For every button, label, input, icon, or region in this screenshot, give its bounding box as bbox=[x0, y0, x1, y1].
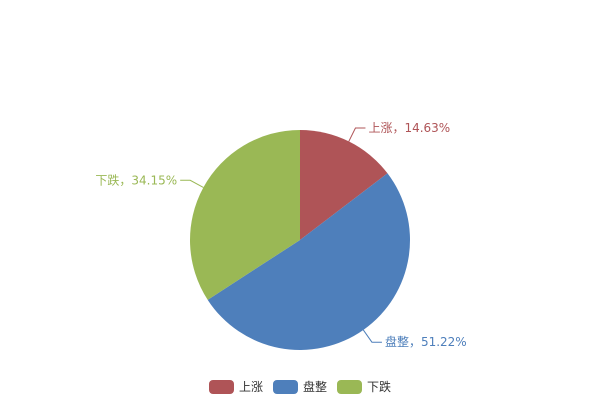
label-line-2 bbox=[180, 179, 204, 188]
legend-swatch-flat bbox=[272, 379, 298, 394]
legend-swatch-up bbox=[208, 379, 234, 394]
legend-swatch-down bbox=[337, 379, 362, 394]
legend-item-up[interactable]: 上涨 bbox=[208, 378, 263, 395]
label-line-1 bbox=[362, 329, 382, 343]
pie-slice-2[interactable] bbox=[190, 130, 300, 300]
legend-label-down: 下跌 bbox=[367, 380, 392, 394]
legend-label-flat: 盘整 bbox=[302, 380, 327, 394]
slice-label-0: 上涨，14.63% bbox=[368, 120, 450, 135]
legend-item-down[interactable]: 下跌 bbox=[337, 378, 391, 395]
slice-label-2: 下跌，34.15% bbox=[95, 172, 177, 187]
legend-item-flat[interactable]: 盘整 bbox=[272, 378, 327, 395]
pie-slice-1[interactable] bbox=[207, 173, 411, 351]
slice-label-1: 盘整，51.22% bbox=[385, 334, 467, 349]
legend: 上涨 盘整 下跌 bbox=[0, 378, 600, 395]
pie-slice-0[interactable] bbox=[300, 130, 388, 240]
legend-label-up: 上涨 bbox=[238, 380, 263, 394]
label-line-0 bbox=[348, 127, 366, 142]
